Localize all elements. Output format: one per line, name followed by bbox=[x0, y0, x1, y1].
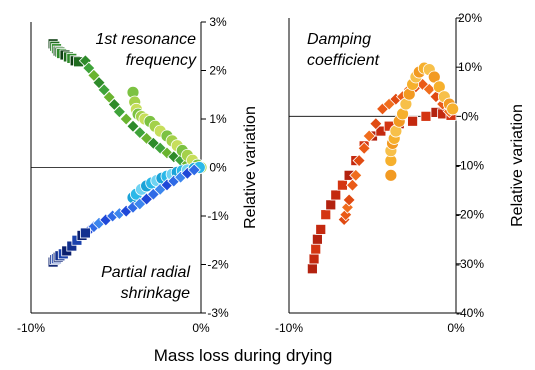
y-axis-title: Relative variation bbox=[242, 106, 259, 229]
y-tick-label: 10% bbox=[458, 60, 482, 74]
y-tick-label: -40% bbox=[456, 306, 484, 320]
y-tick-label: -20% bbox=[456, 208, 484, 222]
series-0 bbox=[48, 39, 84, 67]
y-tick-label: 20% bbox=[458, 11, 482, 25]
y-tick-label: -1% bbox=[207, 209, 229, 223]
panel-right: 20% 10% 0% -10% -20% -30% -40% -10% 0% Relative v… bbox=[275, 11, 526, 335]
series-5 bbox=[48, 228, 90, 267]
x-tick-label: 0% bbox=[192, 321, 210, 335]
annotation-top: Damping coefficient bbox=[307, 31, 380, 69]
data-point-square bbox=[307, 264, 317, 274]
y-tick-label: 0% bbox=[209, 161, 227, 175]
data-point-square bbox=[309, 254, 319, 264]
data-point-square bbox=[421, 111, 431, 121]
panel-left: 3% 2% 1% 0% -1% -2% -3% -10% 0% Relative variatio… bbox=[17, 15, 259, 335]
data-point-square bbox=[331, 190, 341, 200]
data-point-square bbox=[311, 244, 321, 254]
x-tick-label: 0% bbox=[447, 321, 465, 335]
data-point-square bbox=[80, 228, 90, 238]
annotation-top: 1st resonance frequency bbox=[95, 31, 197, 69]
annotation-bottom: Partial radial shrinkage bbox=[101, 264, 190, 302]
y-tick-label: 2% bbox=[209, 64, 227, 78]
data-point-square bbox=[326, 200, 336, 210]
x-tick-label: -10% bbox=[275, 321, 303, 335]
data-point-square bbox=[321, 210, 331, 220]
data-point-square bbox=[408, 116, 418, 126]
series-4 bbox=[83, 164, 200, 237]
y-tick-label: 1% bbox=[209, 112, 227, 126]
x-axis-title: Mass loss during drying bbox=[154, 346, 333, 365]
data-point-square bbox=[316, 224, 326, 234]
y-tick-label: -30% bbox=[456, 257, 484, 271]
y-tick-label: -2% bbox=[207, 258, 229, 272]
series-0 bbox=[307, 107, 456, 273]
y-tick-label: -10% bbox=[456, 159, 484, 173]
y-tick-label: -3% bbox=[207, 306, 229, 320]
data-point-square bbox=[312, 234, 322, 244]
x-tick-label: -10% bbox=[17, 321, 45, 335]
y-tick-label: 3% bbox=[209, 15, 227, 29]
y-axis-title: Relative variation bbox=[509, 104, 526, 227]
data-point-circle bbox=[447, 103, 459, 115]
data-point-circle bbox=[385, 169, 397, 181]
y-tick-label: 0% bbox=[461, 109, 479, 123]
